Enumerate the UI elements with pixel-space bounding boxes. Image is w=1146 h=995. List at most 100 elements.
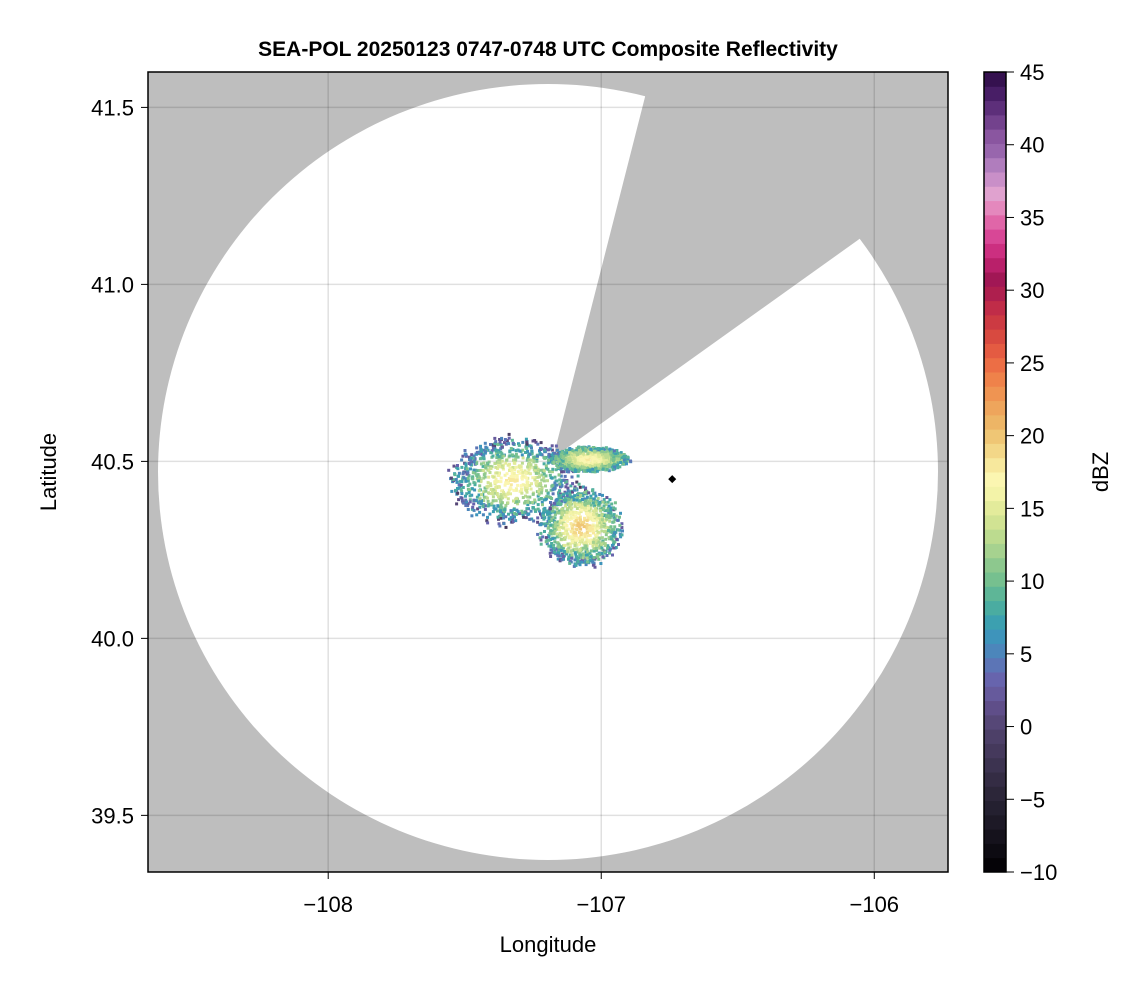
echo-pixel (618, 515, 621, 519)
echo-pixel (536, 442, 540, 446)
echo-pixel (601, 493, 604, 497)
echo-pixel (599, 562, 603, 565)
echo-pixel (471, 477, 475, 481)
echo-pixel (520, 488, 523, 491)
echo-pixel (595, 469, 599, 473)
echo-pixel (526, 495, 530, 499)
echo-pixel (609, 509, 613, 513)
echo-pixel (552, 487, 556, 491)
echo-pixel (529, 509, 533, 513)
echo-pixel (460, 458, 464, 462)
echo-pixel (560, 500, 564, 504)
echo-pixel (465, 500, 468, 504)
echo-pixel (581, 505, 585, 509)
echo-pixel (552, 501, 556, 505)
echo-pixel (538, 487, 542, 491)
echo-pixel (539, 512, 542, 516)
echo-pixel (598, 493, 602, 496)
echo-pixel (553, 521, 557, 525)
echo-pixel (490, 501, 494, 505)
echo-pixel (472, 498, 476, 502)
echo-pixel (565, 448, 568, 452)
echo-pixel (449, 476, 453, 480)
echo-pixel (487, 475, 491, 479)
echo-pixel (610, 460, 614, 464)
echo-pixel (597, 460, 601, 464)
colorbar-segment (984, 786, 1006, 802)
echo-pixel (560, 451, 564, 455)
echo-pixel (572, 564, 576, 568)
echo-pixel (576, 560, 580, 564)
echo-pixel (584, 468, 588, 472)
echo-pixel (562, 557, 565, 561)
echo-pixel (521, 440, 525, 444)
echo-pixel (505, 458, 509, 462)
echo-pixel (592, 497, 596, 501)
echo-pixel (539, 491, 543, 495)
echo-pixel (527, 471, 531, 475)
echo-pixel (609, 463, 613, 467)
echo-pixel (547, 458, 550, 462)
colorbar-segment (984, 486, 1006, 502)
echo-pixel (497, 455, 501, 459)
echo-pixel (593, 449, 597, 453)
echo-pixel (613, 525, 617, 529)
echo-pixel (540, 478, 544, 482)
echo-pixel (488, 471, 492, 474)
colorbar-label: dBZ (1088, 452, 1113, 492)
colorbar-tick-label: 20 (1020, 424, 1044, 449)
echo-pixel (590, 452, 594, 456)
echo-pixel (577, 467, 580, 471)
echo-pixel (586, 550, 590, 554)
echo-pixel (491, 445, 495, 449)
echo-pixel (578, 540, 582, 544)
echo-pixel (559, 502, 563, 506)
echo-pixel (592, 549, 596, 553)
echo-pixel (469, 459, 473, 463)
echo-pixel (592, 556, 596, 560)
echo-pixel (560, 484, 564, 488)
echo-pixel (531, 506, 535, 510)
echo-pixel (553, 523, 557, 527)
echo-pixel (496, 443, 500, 447)
echo-pixel (499, 503, 503, 507)
echo-pixel (560, 558, 564, 562)
echo-pixel (608, 519, 612, 523)
echo-pixel (589, 503, 593, 507)
echo-pixel (477, 489, 481, 493)
echo-pixel (496, 479, 500, 483)
colorbar-segment (984, 857, 1006, 873)
echo-pixel (589, 549, 593, 553)
echo-pixel (470, 493, 474, 497)
echo-pixel (589, 499, 593, 502)
echo-pixel (588, 526, 592, 529)
colorbar-segment (984, 429, 1006, 444)
echo-pixel (557, 511, 561, 515)
colorbar-segment (984, 72, 1006, 87)
echo-pixel (544, 464, 548, 468)
echo-pixel (583, 469, 586, 473)
echo-pixel (570, 451, 574, 455)
echo-pixel (575, 498, 579, 502)
echo-pixel (581, 553, 585, 557)
echo-pixel (520, 461, 524, 465)
echo-pixel (629, 459, 632, 463)
echo-pixel (478, 510, 482, 514)
echo-pixel (549, 476, 553, 479)
echo-pixel (524, 471, 528, 475)
echo-pixel (545, 538, 549, 542)
echo-pixel (557, 526, 560, 530)
echo-pixel (577, 482, 581, 486)
echo-pixel (509, 447, 513, 450)
echo-pixel (545, 494, 549, 498)
echo-pixel (558, 489, 562, 493)
echo-pixel (623, 454, 627, 458)
echo-pixel (576, 511, 580, 515)
echo-pixel (598, 509, 602, 513)
echo-pixel (525, 481, 529, 485)
echo-pixel (593, 468, 597, 472)
echo-pixel (468, 494, 472, 498)
echo-pixel (515, 500, 519, 504)
echo-pixel (509, 475, 513, 478)
